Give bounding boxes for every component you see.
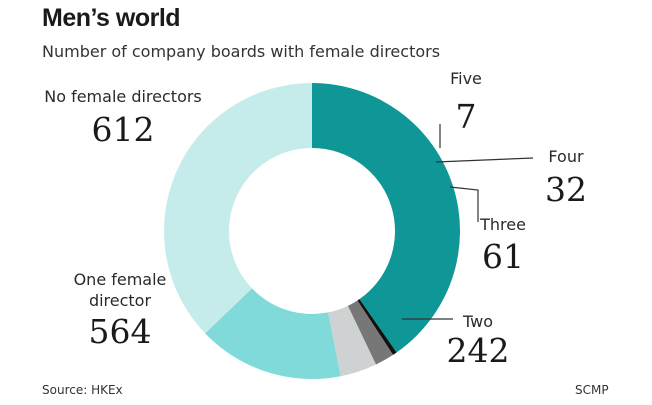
slice-labels: No female directors 612 Five 7 Four 32 Three 61… <box>44 69 587 370</box>
slice-five <box>357 299 397 355</box>
value-label-two: 242 <box>447 331 510 370</box>
value-label-four: 32 <box>545 170 587 209</box>
credit-note: SCMP <box>575 383 609 397</box>
slice-three <box>328 305 376 377</box>
category-label-three: Three <box>479 215 526 234</box>
category-label-four: Four <box>548 147 584 166</box>
donut-slices <box>164 83 461 379</box>
chart-title: Men’s world <box>42 4 181 32</box>
value-label-three: 61 <box>482 237 524 276</box>
slice-four <box>347 300 394 365</box>
category-label-five: Five <box>450 69 482 88</box>
value-label-five: 7 <box>456 97 477 136</box>
category-label-one-female-director: director <box>89 291 152 310</box>
chart-subtitle: Number of company boards with female dir… <box>42 42 441 61</box>
slice-one-female-director <box>164 83 312 334</box>
slice-two <box>205 288 341 379</box>
leader-line-three <box>449 186 479 222</box>
slice-no-female-directors <box>312 83 461 353</box>
leader-line-four <box>435 157 534 163</box>
value-label-one-female-director: 564 <box>89 312 152 351</box>
source-note: Source: HKEx <box>42 383 123 397</box>
value-label-no-female-directors: 612 <box>92 110 155 149</box>
category-label-one-female-director: One female <box>74 270 167 289</box>
category-label-two: Two <box>462 312 493 331</box>
leader-lines <box>402 124 534 320</box>
category-label-no-female-directors: No female directors <box>44 87 202 106</box>
